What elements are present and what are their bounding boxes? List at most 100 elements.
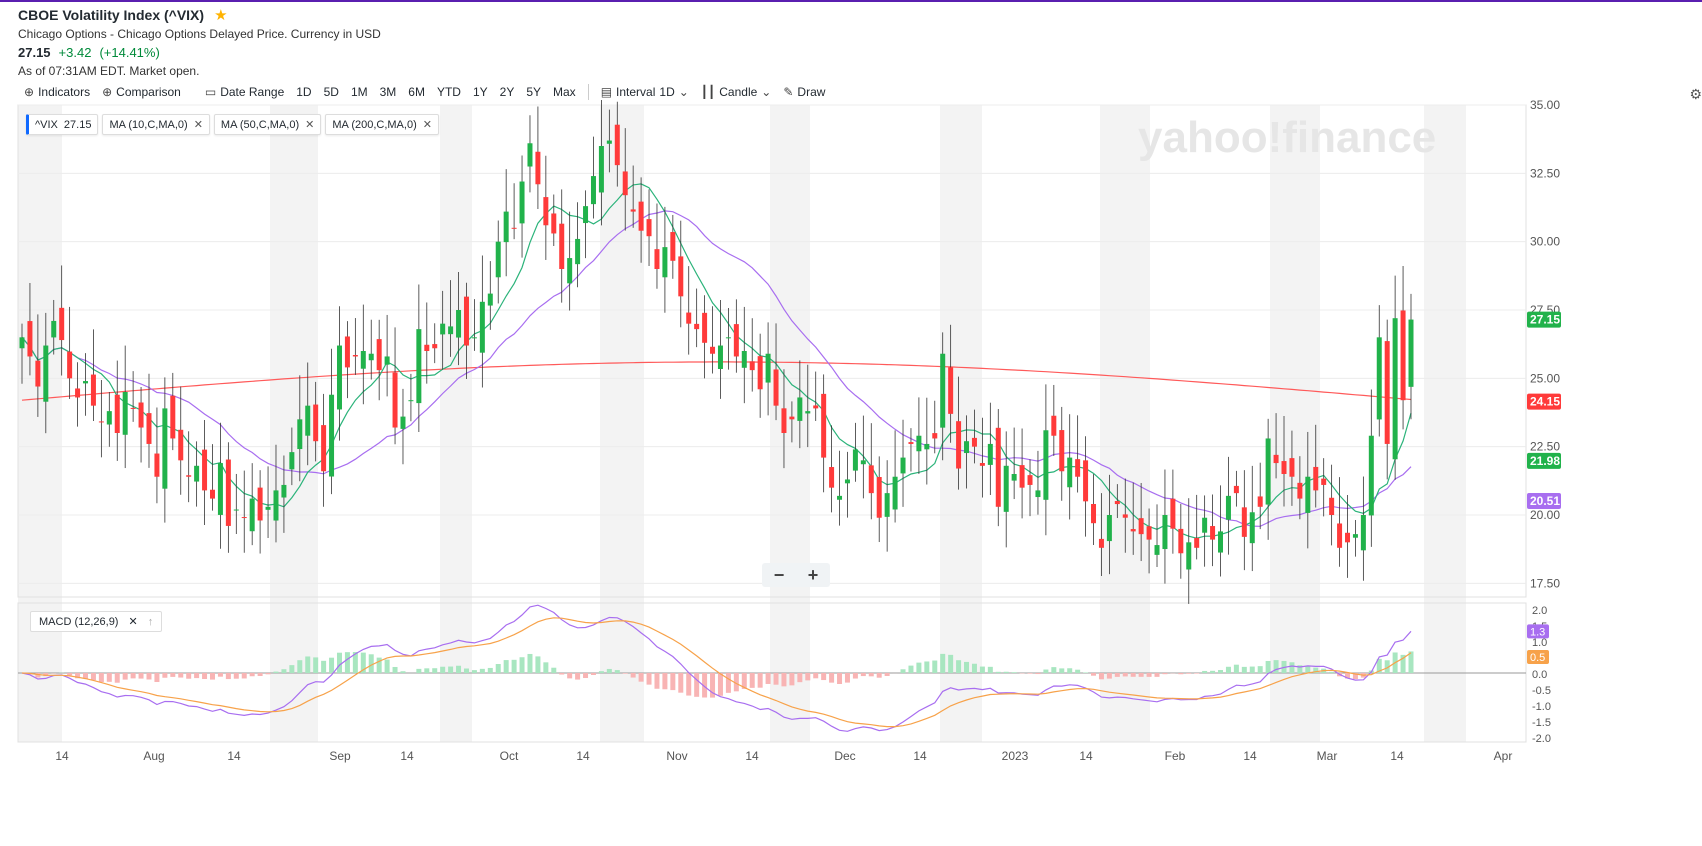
macd-histogram-bar xyxy=(479,668,485,673)
macd-histogram-bar xyxy=(273,671,279,673)
macd-histogram-bar xyxy=(241,673,247,679)
candle-body xyxy=(1376,337,1382,420)
candle-body xyxy=(1035,490,1041,498)
range-5y[interactable]: 5Y xyxy=(526,85,542,99)
macd-histogram-bar xyxy=(209,673,215,680)
macd-histogram-bar xyxy=(1400,654,1406,673)
macd-histogram-bar xyxy=(1218,670,1224,673)
macd-histogram-bar xyxy=(622,673,628,674)
candle-body xyxy=(717,345,723,369)
range-max[interactable]: Max xyxy=(553,85,576,99)
macd-histogram-bar xyxy=(686,673,692,696)
y-tick-label: 17.50 xyxy=(1530,576,1560,590)
chart-type-button[interactable]: ┃┃ Candle ⌄ xyxy=(695,85,778,99)
legend-ma200[interactable]: MA (200,C,MA,0) ✕ xyxy=(325,114,439,135)
candle-body xyxy=(995,427,1001,507)
range-ytd[interactable]: YTD xyxy=(436,85,461,99)
macd-histogram-bar xyxy=(392,666,398,673)
range-1d[interactable]: 1D xyxy=(296,85,312,99)
candle-body xyxy=(964,441,970,454)
macd-histogram-bar xyxy=(456,665,462,673)
watermark-logo: yahoo!finance xyxy=(1138,113,1436,162)
legend-ma10[interactable]: MA (10,C,MA,0) ✕ xyxy=(102,114,210,135)
candle-body xyxy=(344,336,350,368)
candle-body xyxy=(217,463,223,515)
candle-body xyxy=(1210,526,1216,540)
macd-histogram-bar xyxy=(654,673,660,689)
draw-button[interactable]: ✎ Draw xyxy=(777,85,831,99)
interval-button[interactable]: ▤ Interval 1D ⌄ xyxy=(595,85,695,99)
zoom-in-button[interactable]: + xyxy=(807,564,819,585)
arrow-up-icon[interactable]: ↑ xyxy=(147,615,154,628)
macd-histogram-bar xyxy=(725,673,731,693)
candle-body xyxy=(844,479,850,484)
macd-histogram-bar xyxy=(844,673,850,683)
candle-body xyxy=(710,346,716,354)
candle-body xyxy=(638,201,644,231)
macd-y-tick-label: -0.5 xyxy=(1532,685,1551,697)
range-1y[interactable]: 1Y xyxy=(472,85,488,99)
indicators-button[interactable]: ⊕ Indicators xyxy=(18,85,96,99)
macd-histogram-bar xyxy=(487,667,493,673)
candle-body xyxy=(1003,465,1009,512)
column-band xyxy=(1424,105,1466,742)
legend-macd[interactable]: MACD (12,26,9) ✕ ↑ xyxy=(30,611,163,632)
candle-body xyxy=(1154,545,1160,555)
macd-histogram-bar xyxy=(1162,673,1168,675)
macd-histogram-bar xyxy=(583,673,589,679)
macd-histogram-bar xyxy=(162,673,168,678)
macd-signal-line xyxy=(21,617,1412,728)
range-6m[interactable]: 6M xyxy=(408,85,425,99)
range-3m[interactable]: 3M xyxy=(379,85,397,99)
range-2y[interactable]: 2Y xyxy=(499,85,515,99)
range-5d[interactable]: 5D xyxy=(323,85,339,99)
close-icon[interactable]: ✕ xyxy=(128,616,138,628)
candle-body xyxy=(622,171,628,196)
legend-vix[interactable]: ^VIX 27.15 xyxy=(26,114,99,135)
candle-body xyxy=(678,256,684,297)
y-tick-label: 22.50 xyxy=(1530,440,1560,454)
pencil-icon: ✎ xyxy=(783,85,794,99)
candle-body xyxy=(741,351,747,368)
candle-body xyxy=(1083,460,1089,502)
candle-body xyxy=(19,337,25,349)
candle-body xyxy=(408,400,414,402)
candle-body xyxy=(194,465,200,482)
macd-histogram-bar xyxy=(471,670,477,673)
candle-body xyxy=(360,351,366,369)
candle-body xyxy=(733,324,739,357)
comparison-button[interactable]: ⊕ Comparison xyxy=(96,85,187,99)
macd-histogram-bar xyxy=(717,673,723,696)
price-chart[interactable]: 35.0032.5030.0027.5025.0022.5020.0017.50… xyxy=(0,100,1702,846)
legend-ma50[interactable]: MA (50,C,MA,0) ✕ xyxy=(213,114,322,135)
macd-histogram-bar xyxy=(233,673,239,679)
candle-body xyxy=(940,353,946,428)
range-1m[interactable]: 1M xyxy=(350,85,368,99)
candle-body xyxy=(1202,517,1208,533)
close-icon[interactable]: ✕ xyxy=(422,119,432,131)
macd-histogram-bar xyxy=(440,666,446,673)
candle-body xyxy=(590,176,596,205)
candle-body xyxy=(1146,526,1152,540)
macd-histogram-bar xyxy=(1352,673,1358,680)
column-band xyxy=(1100,105,1150,742)
candle-body xyxy=(1360,515,1366,551)
date-range-button[interactable]: ▭ Date Range xyxy=(199,85,290,99)
candle-body xyxy=(82,381,88,384)
macd-histogram-bar xyxy=(1035,673,1041,675)
macd-histogram-bar xyxy=(1043,669,1049,673)
macd-histogram-bar xyxy=(765,673,771,684)
toolbar-divider xyxy=(587,84,589,100)
macd-histogram-bar xyxy=(567,673,573,679)
macd-histogram-bar xyxy=(733,673,739,692)
gear-icon[interactable]: ⚙ xyxy=(1689,86,1702,102)
macd-histogram-bar xyxy=(1027,673,1033,674)
zoom-out-button[interactable]: − xyxy=(773,564,785,585)
macd-histogram-bar xyxy=(876,673,882,678)
close-icon[interactable]: ✕ xyxy=(305,119,315,131)
close-icon[interactable]: ✕ xyxy=(193,119,203,131)
candle-body xyxy=(448,326,454,335)
y-tick-label: 20.00 xyxy=(1530,508,1560,522)
legend-macd-label: MACD (12,26,9) xyxy=(39,615,119,628)
star-icon[interactable]: ★ xyxy=(214,7,228,24)
